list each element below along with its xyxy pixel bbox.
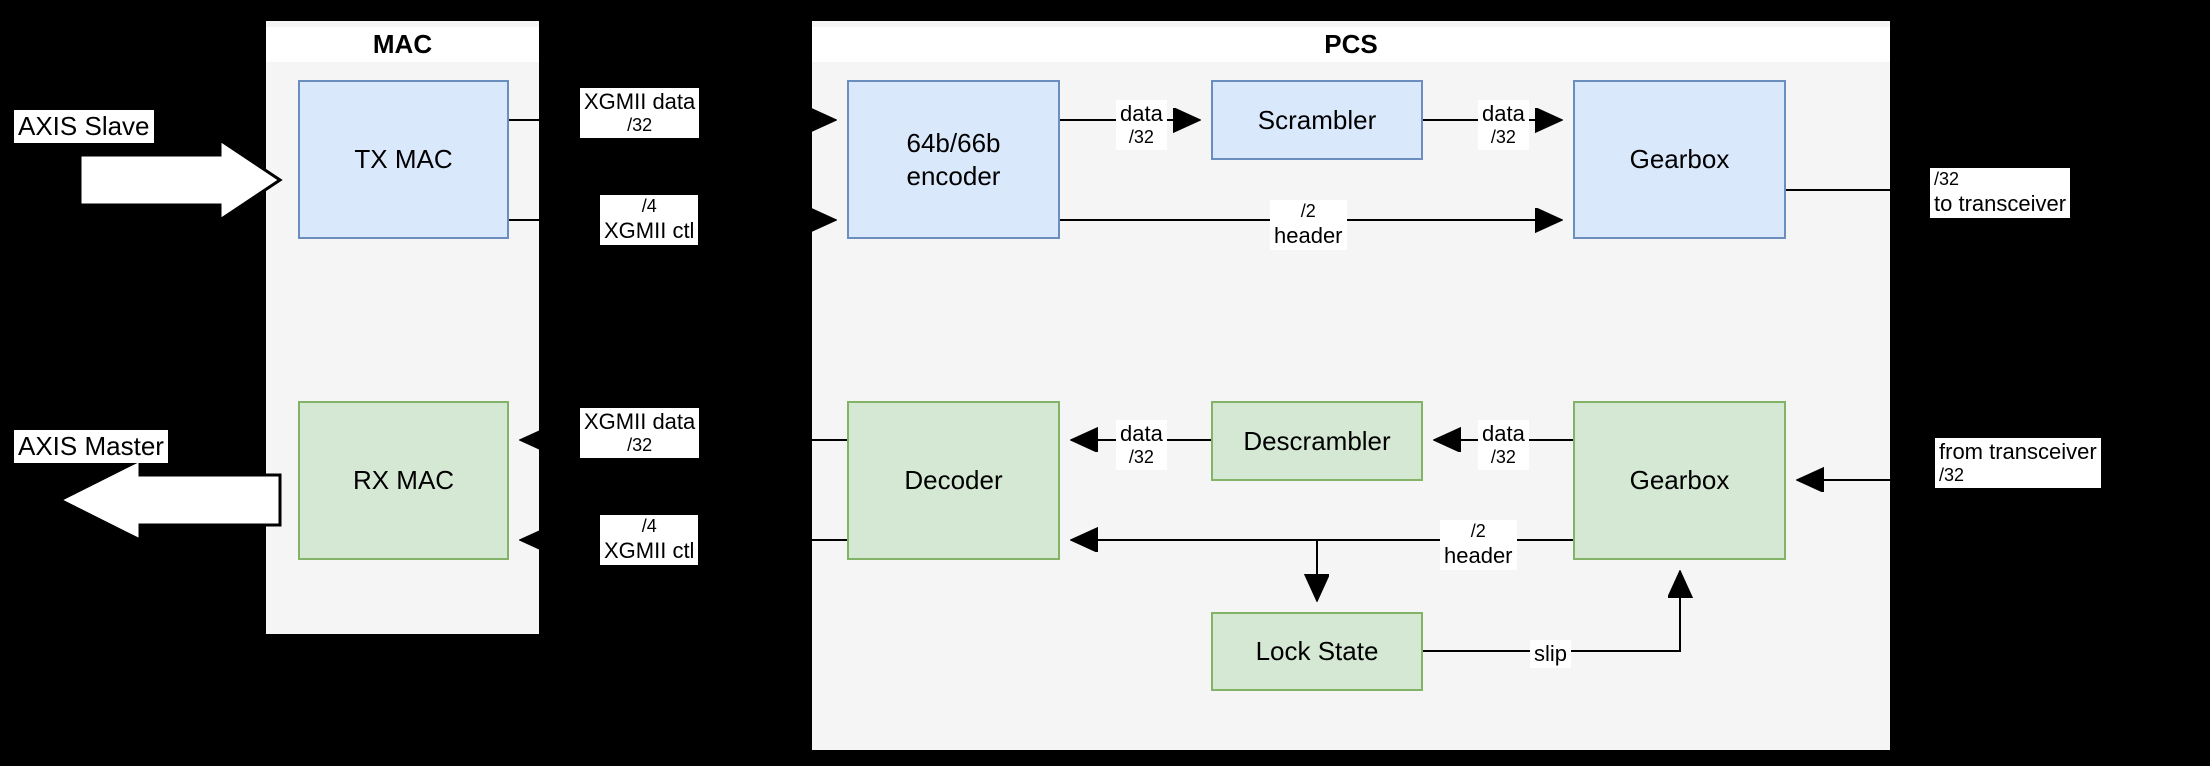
rx-xgmii-ctl-label: /4 XGMII ctl	[600, 515, 698, 565]
tx-xgmii-ctl-label: /4 XGMII ctl	[600, 195, 698, 245]
tx-data1-label: data /32	[1116, 100, 1167, 150]
tx-data2-sub: /32	[1482, 127, 1525, 149]
encoder-label: 64b/66b encoder	[907, 127, 1001, 192]
tx-out-bot: to transceiver	[1934, 191, 2066, 216]
axis-master-text: AXIS Master	[18, 431, 164, 461]
tx-out-top: /32	[1934, 169, 2066, 191]
tx-data2-label: data /32	[1478, 100, 1529, 150]
rx-header-label: /2 header	[1440, 520, 1517, 570]
tx-mac-label: TX MAC	[354, 143, 452, 176]
tx-header-label: /2 header	[1270, 200, 1347, 250]
tx-data1-top: data	[1120, 101, 1163, 126]
lock-state-label: Lock State	[1256, 635, 1379, 668]
decoder-label: Decoder	[904, 464, 1002, 497]
rx-data1-label: data /32	[1116, 420, 1167, 470]
lock-state-block: Lock State	[1211, 612, 1423, 691]
rx-data2-top: data	[1482, 421, 1525, 446]
tx-xgmii-data-top: XGMII data	[584, 89, 695, 114]
decoder-block: Decoder	[847, 401, 1060, 560]
tx-xgmii-data-sub: /32	[584, 115, 695, 137]
tx-xgmii-data-label: XGMII data /32	[580, 88, 699, 138]
rx-xgmii-data-top: XGMII data	[584, 409, 695, 434]
rx-data1-top: data	[1120, 421, 1163, 446]
tx-gearbox-block: Gearbox	[1573, 80, 1786, 239]
axis-slave-arrow	[80, 140, 280, 220]
tx-mac-block: TX MAC	[298, 80, 509, 239]
descrambler-block: Descrambler	[1211, 401, 1423, 481]
rx-gearbox-block: Gearbox	[1573, 401, 1786, 560]
rx-mac-block: RX MAC	[298, 401, 509, 560]
rx-data2-sub: /32	[1482, 447, 1525, 469]
rx-in-sub: /32	[1939, 465, 2097, 487]
slip-text: slip	[1534, 641, 1567, 666]
tx-xgmii-ctl-bot: XGMII ctl	[604, 218, 694, 243]
tx-data1-sub: /32	[1120, 127, 1163, 149]
scrambler-block: Scrambler	[1211, 80, 1423, 160]
slip-label: slip	[1530, 640, 1571, 668]
tx-out-label: /32 to transceiver	[1930, 168, 2070, 218]
rx-data1-sub: /32	[1120, 447, 1163, 469]
rx-xgmii-ctl-bot: XGMII ctl	[604, 538, 694, 563]
tx-data2-top: data	[1482, 101, 1525, 126]
descrambler-label: Descrambler	[1243, 425, 1390, 458]
mac-title: MAC	[266, 27, 539, 62]
rx-header-bot: header	[1444, 543, 1513, 568]
diagram-canvas: MAC PCS TX MAC RX MAC 64b/66b encoder Sc…	[0, 0, 2210, 766]
tx-xgmii-ctl-top: /4	[604, 196, 694, 218]
axis-slave-label: AXIS Slave	[14, 110, 154, 143]
rx-in-label: from transceiver /32	[1935, 438, 2101, 488]
rx-xgmii-ctl-top: /4	[604, 516, 694, 538]
tx-gearbox-label: Gearbox	[1630, 143, 1730, 176]
tx-header-top: /2	[1274, 201, 1343, 223]
pcs-title: PCS	[812, 27, 1890, 62]
scrambler-label: Scrambler	[1258, 104, 1376, 137]
rx-mac-label: RX MAC	[353, 464, 454, 497]
encoder-block: 64b/66b encoder	[847, 80, 1060, 239]
rx-data2-label: data /32	[1478, 420, 1529, 470]
axis-master-label: AXIS Master	[14, 430, 168, 463]
rx-header-top: /2	[1444, 521, 1513, 543]
rx-in-top: from transceiver	[1939, 439, 2097, 464]
rx-xgmii-data-sub: /32	[584, 435, 695, 457]
tx-header-bot: header	[1274, 223, 1343, 248]
rx-gearbox-label: Gearbox	[1630, 464, 1730, 497]
axis-slave-text: AXIS Slave	[18, 111, 150, 141]
axis-master-arrow	[60, 460, 280, 540]
rx-xgmii-data-label: XGMII data /32	[580, 408, 699, 458]
